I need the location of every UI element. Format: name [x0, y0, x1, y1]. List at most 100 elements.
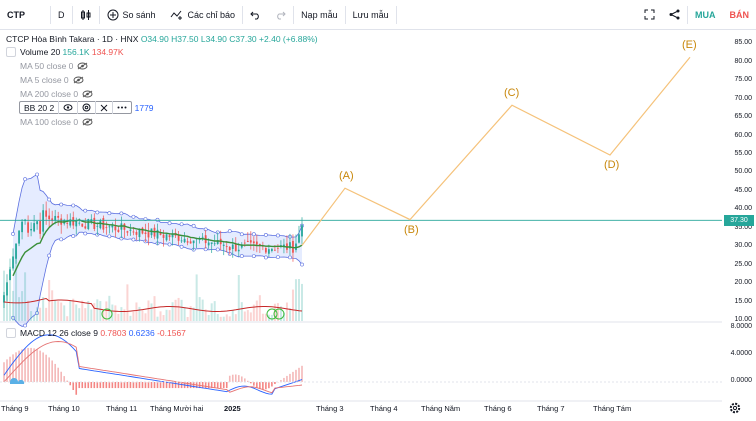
- symbol-search[interactable]: CTP: [7, 9, 25, 20]
- wave-label[interactable]: (A): [339, 170, 354, 183]
- volume-bar: [63, 305, 66, 321]
- macd-histogram-bar: [69, 382, 72, 386]
- eye-icon[interactable]: [82, 118, 93, 126]
- eye-icon[interactable]: [77, 62, 88, 70]
- price-axis-tick: 55.00: [734, 150, 752, 158]
- elliott-wave-projection[interactable]: [301, 56, 691, 246]
- volume-bar: [273, 303, 276, 321]
- ma50-legend[interactable]: MA 50 close 0: [20, 61, 88, 71]
- candle-body: [108, 226, 111, 228]
- chart-type-button[interactable]: [73, 0, 99, 30]
- candle-body: [3, 295, 5, 303]
- candle-body: [301, 225, 303, 237]
- undo-button[interactable]: [243, 0, 268, 30]
- volume-bar: [165, 309, 168, 321]
- macd-legend[interactable]: MACD 12 26 close 9 0.7803 0.6236 -0.1567: [6, 328, 186, 338]
- bollinger-point: [263, 233, 268, 237]
- volume-bar: [279, 306, 282, 321]
- volume-legend[interactable]: Volume 20 156.1K 134.97K: [6, 47, 124, 57]
- ma100-legend[interactable]: MA 100 close 0: [20, 117, 93, 127]
- macd-histogram-bar: [27, 347, 29, 382]
- candle-body: [216, 240, 219, 244]
- collapse-legend-button[interactable]: [6, 47, 16, 57]
- candle-body: [105, 227, 108, 229]
- candle-body: [144, 232, 147, 234]
- macd-histogram-bar: [153, 382, 156, 389]
- volume-bar: [45, 307, 48, 321]
- ma200-legend[interactable]: MA 200 close 0: [20, 89, 93, 99]
- macd-line: [3, 334, 303, 395]
- eye-icon[interactable]: [73, 76, 84, 84]
- fullscreen-button[interactable]: [637, 0, 662, 30]
- volume-bar: [81, 300, 84, 321]
- save-template-button[interactable]: Lưu mẫu: [352, 9, 389, 20]
- interval-button[interactable]: D: [58, 9, 65, 20]
- time-axis-tick: 2025: [224, 404, 241, 413]
- candle-body: [57, 215, 60, 218]
- macd-histogram-bar: [36, 349, 38, 382]
- ohlc-high: H37.50: [171, 34, 199, 44]
- bollinger-point: [239, 254, 244, 258]
- candle-body: [132, 231, 135, 233]
- volume-bar: [222, 316, 225, 321]
- price-chart[interactable]: [0, 30, 722, 411]
- candle-body: [81, 223, 84, 227]
- sell-button[interactable]: BÁN: [729, 9, 750, 20]
- series-title[interactable]: CTCP Hòa Bình Takara · 1D · HNX: [6, 34, 139, 44]
- price-axis-tick: 15.00: [734, 297, 752, 305]
- macd-histogram-bar: [84, 382, 87, 389]
- candle-body: [30, 228, 32, 231]
- macd-histogram-bar: [265, 382, 267, 390]
- macd-histogram-bar: [108, 382, 111, 389]
- close-icon[interactable]: [96, 101, 114, 114]
- volume-bar: [120, 307, 123, 321]
- bb-legend[interactable]: BB 20 2 1779: [19, 101, 154, 114]
- collapse-legend-button[interactable]: [6, 328, 16, 338]
- eye-icon[interactable]: [82, 90, 93, 98]
- time-axis-tick: Tháng 7: [537, 404, 565, 413]
- ma5-legend[interactable]: MA 5 close 0: [20, 75, 84, 85]
- candle-body: [180, 240, 183, 242]
- candle-body: [129, 229, 132, 231]
- macd-histogram-bar: [280, 379, 282, 382]
- buy-button[interactable]: MUA: [695, 9, 716, 20]
- bollinger-point: [95, 210, 100, 215]
- eye-icon[interactable]: [59, 101, 79, 114]
- macd-histogram-bar: [156, 382, 159, 389]
- macd-histogram-bar: [292, 371, 294, 382]
- candle-body: [36, 221, 39, 225]
- load-template-button[interactable]: Nạp mẫu: [301, 9, 338, 20]
- macd-histogram-bar: [81, 382, 84, 389]
- candle-body: [12, 256, 14, 269]
- macd-cloud-icon: [10, 378, 25, 384]
- wave-label[interactable]: (C): [504, 87, 520, 100]
- share-button[interactable]: [662, 0, 687, 30]
- candle-body: [249, 240, 252, 243]
- compare-button[interactable]: So sánh: [100, 0, 163, 30]
- volume-bar: [228, 316, 231, 321]
- candle-body: [111, 225, 114, 228]
- redo-button[interactable]: [268, 0, 293, 30]
- macd-histogram-bar: [75, 382, 78, 395]
- volume-bar: [150, 303, 153, 321]
- indicators-button[interactable]: Các chỉ báo: [163, 0, 243, 30]
- wave-label[interactable]: (D): [604, 159, 620, 172]
- macd-histogram-bar: [228, 375, 231, 382]
- macd-histogram-bar: [240, 376, 243, 382]
- macd-histogram-bar: [256, 382, 258, 388]
- candle-body: [117, 229, 120, 232]
- volume-bar: [12, 290, 15, 321]
- chart-settings-button[interactable]: [729, 402, 741, 416]
- candle-body: [9, 269, 11, 281]
- wave-label[interactable]: (E): [682, 39, 697, 52]
- more-icon[interactable]: [113, 101, 131, 114]
- candle-body: [289, 242, 291, 249]
- wave-label[interactable]: (B): [404, 223, 419, 236]
- price-axis[interactable]: 85.00 80.00 75.00 70.00 65.00 60.00 55.00 50.00…: [722, 30, 756, 411]
- volume-bar: [282, 312, 285, 321]
- macd-histogram-bar: [268, 382, 270, 389]
- candle-body: [255, 241, 258, 245]
- settings-icon[interactable]: [78, 101, 97, 114]
- bollinger-point: [215, 247, 220, 252]
- price-axis-tick: 60.00: [734, 131, 752, 139]
